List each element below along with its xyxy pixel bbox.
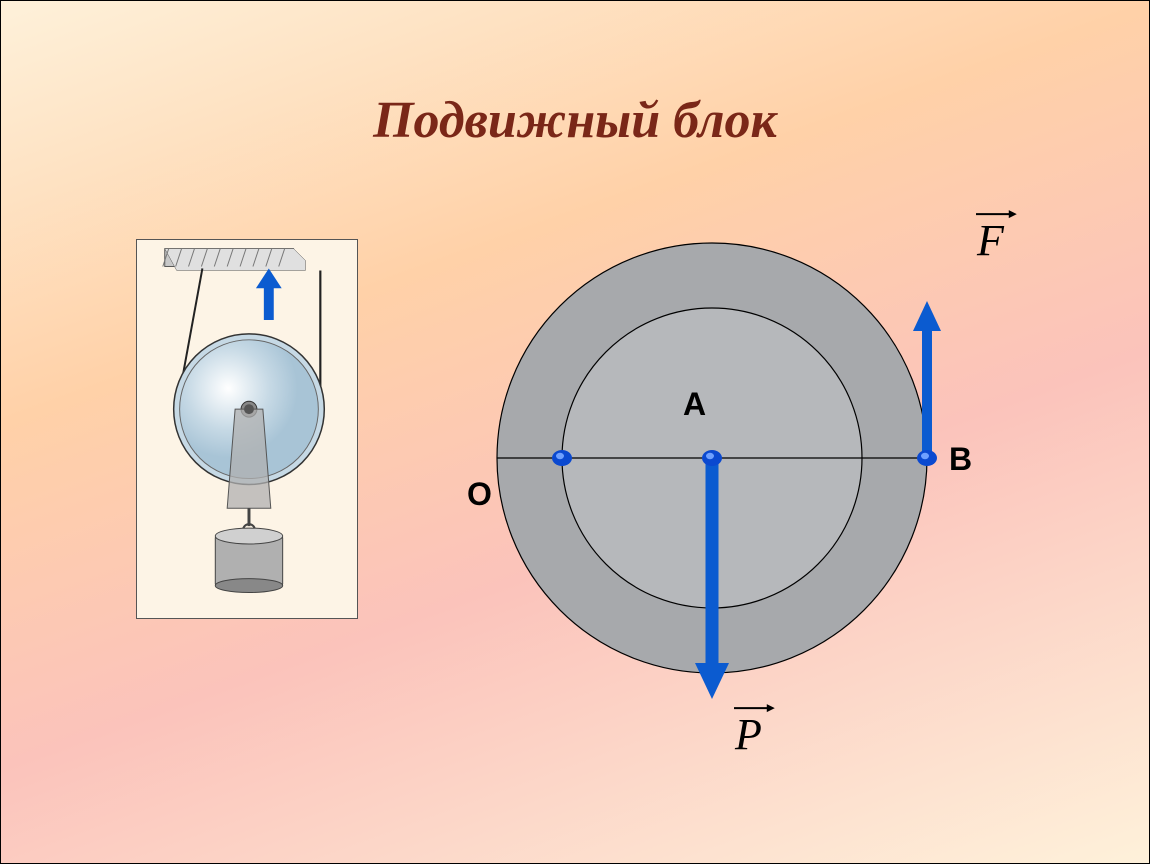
vector-arrow-icon	[733, 702, 775, 714]
label-f-text: F	[977, 216, 1004, 265]
force-diagram-svg	[437, 211, 1037, 771]
vector-arrow-icon	[975, 208, 1017, 220]
force-diagram: A O B F P	[437, 211, 1037, 771]
label-b: B	[949, 441, 972, 478]
movable-pulley-illustration	[136, 239, 358, 619]
label-a: A	[683, 386, 706, 423]
label-force-p: P	[735, 709, 762, 760]
label-p-text: P	[735, 710, 762, 759]
label-force-f: F	[977, 215, 1004, 266]
slide-title: Подвижный блок	[1, 91, 1149, 150]
label-o: O	[467, 476, 492, 513]
slide: Подвижный блок A O B F P	[0, 0, 1150, 864]
